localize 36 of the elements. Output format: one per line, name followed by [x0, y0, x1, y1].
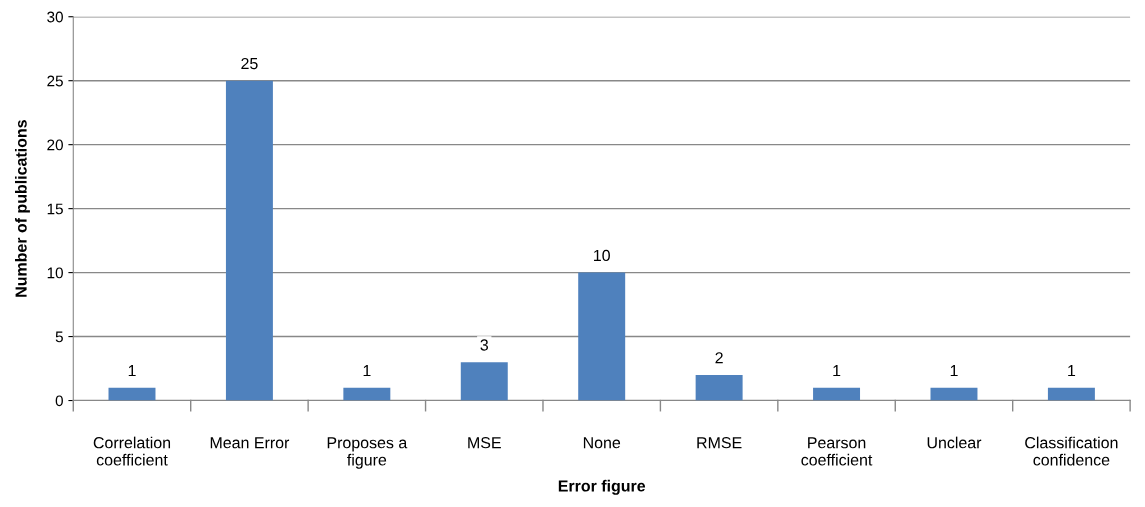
- data-label: 1: [950, 365, 958, 377]
- y-tick-label: 25: [47, 75, 63, 87]
- bar: [225, 80, 273, 401]
- data-label: 3: [480, 339, 489, 351]
- bar: [460, 362, 508, 401]
- x-tick-label: Unclear: [927, 436, 982, 449]
- y-tick-label: 30: [47, 11, 63, 23]
- bar: [343, 387, 391, 401]
- bar: [578, 272, 626, 401]
- y-axis-title: Number of publications: [15, 120, 30, 297]
- data-label: 10: [594, 249, 610, 262]
- data-label: 25: [241, 57, 258, 70]
- bar: [108, 387, 156, 401]
- x-axis-title: Error figure: [558, 479, 646, 495]
- bar: [695, 374, 743, 401]
- y-tick-label: 10: [47, 267, 63, 279]
- x-tick-label: MSE: [468, 437, 501, 449]
- data-label: 2: [715, 352, 723, 364]
- y-tick-label: 5: [55, 331, 63, 343]
- x-tick-label: Correlation coefficient: [93, 436, 171, 466]
- data-label: 1: [363, 365, 371, 377]
- x-tick-label: Proposes a figure: [327, 437, 408, 469]
- bar: [813, 387, 861, 401]
- x-tick-label: Pearson coefficient: [801, 437, 873, 466]
- y-tick-label: 0: [55, 395, 63, 407]
- x-tick-label: RMSE: [697, 437, 742, 449]
- data-label: 1: [833, 365, 841, 377]
- bar: [930, 387, 978, 401]
- y-tick-label: 20: [47, 139, 63, 151]
- data-label: 1: [1068, 365, 1076, 377]
- x-tick-label: None: [583, 437, 621, 449]
- y-tick-label: 15: [47, 203, 63, 215]
- x-tick-label: Mean Error: [210, 437, 290, 449]
- bar: [1047, 387, 1095, 401]
- data-label: 1: [128, 365, 136, 377]
- x-tick-label: Classification confidence: [1025, 436, 1118, 466]
